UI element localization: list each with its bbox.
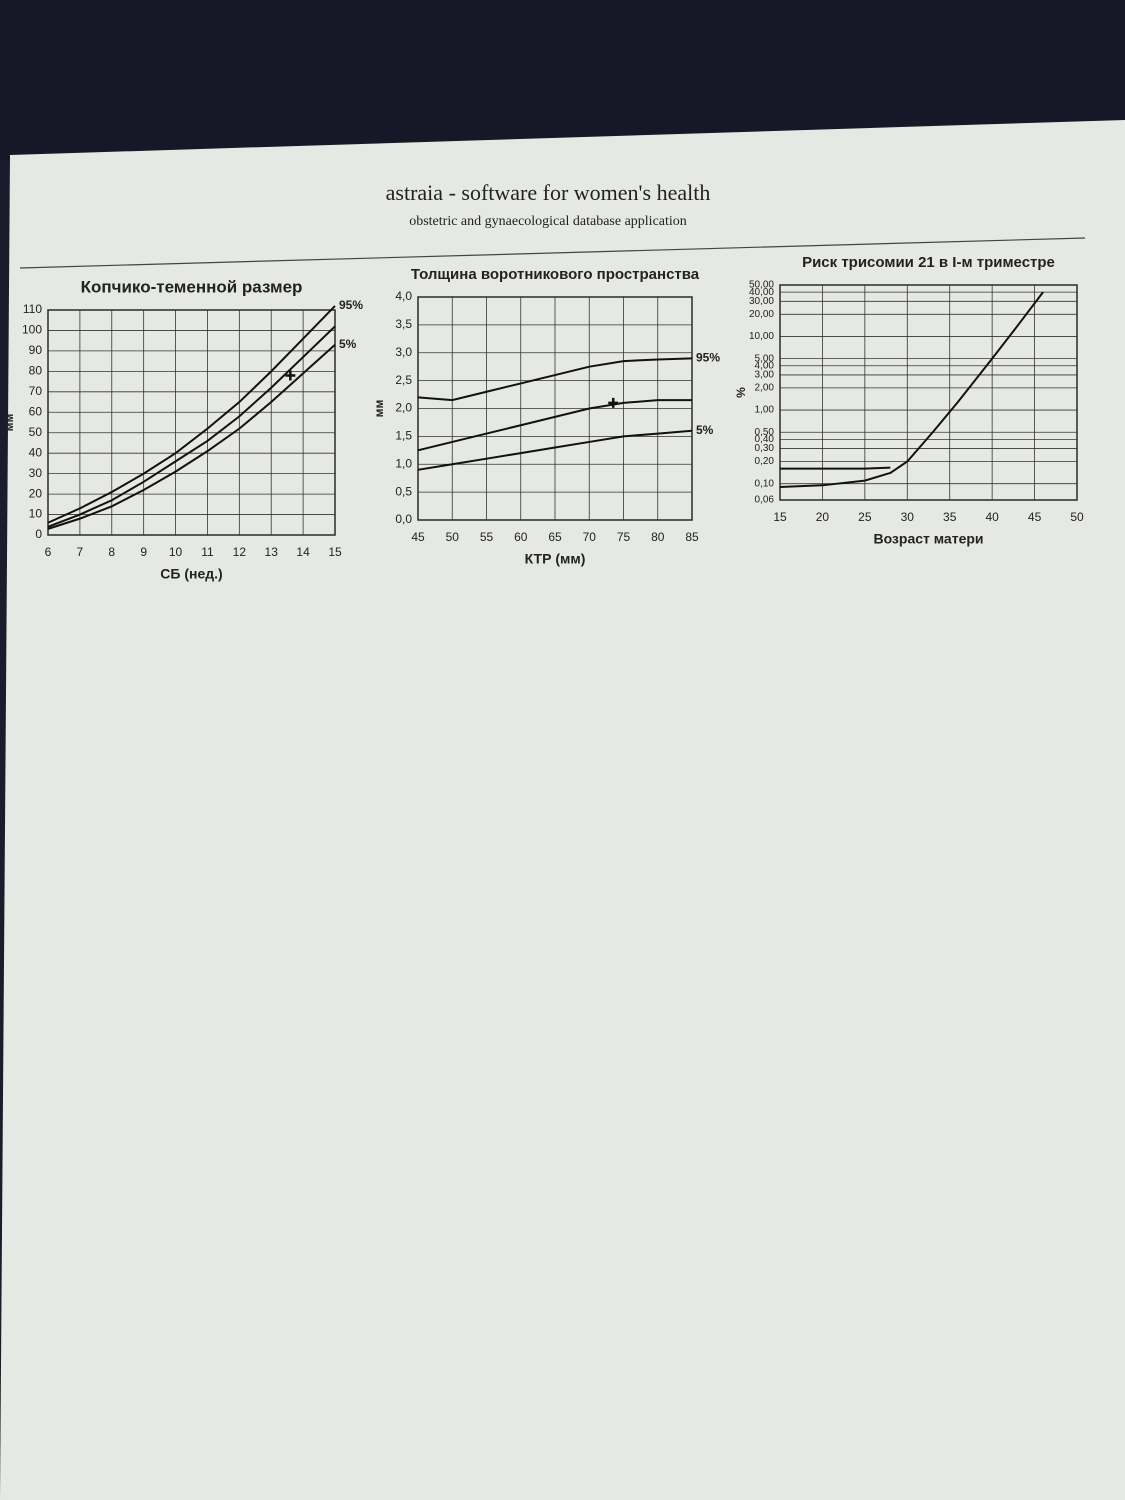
- y-tick-label: 50,00: [749, 280, 774, 291]
- x-tick-label: 15: [328, 545, 342, 559]
- x-tick-label: 12: [233, 545, 247, 559]
- y-tick-label: 30: [29, 466, 43, 480]
- series-line: [417, 357, 693, 402]
- chart-title: Риск трисомии 21 в I-м триместре: [802, 254, 1055, 271]
- y-tick-label: 40: [29, 445, 43, 459]
- y-tick-label: 0,40: [755, 434, 775, 445]
- x-tick-label: 40: [985, 510, 999, 524]
- y-tick-label: 5,00: [755, 353, 775, 364]
- x-tick-label: 8: [108, 545, 115, 559]
- y-tick-label: 2,5: [395, 373, 412, 387]
- series-label: 5%: [339, 337, 357, 351]
- y-tick-label: 1,00: [755, 405, 775, 416]
- chart-title: Толщина воротникового пространства: [411, 266, 700, 283]
- x-tick-label: 55: [480, 530, 494, 544]
- y-tick-label: 20,00: [749, 309, 774, 320]
- series-label: 5%: [696, 423, 714, 437]
- y-tick-label: 40,00: [749, 287, 774, 298]
- y-tick-label: 70: [29, 384, 43, 398]
- y-tick-label: 2,0: [395, 401, 412, 415]
- x-tick-label: 70: [583, 530, 597, 544]
- x-tick-label: 75: [617, 530, 631, 544]
- y-tick-label: 100: [22, 323, 42, 337]
- x-tick-label: 45: [411, 530, 425, 544]
- y-tick-label: 20: [29, 486, 43, 500]
- x-tick-label: 35: [943, 510, 957, 524]
- measurement-marker: [608, 397, 619, 408]
- x-tick-label: 25: [858, 510, 872, 524]
- paper: [0, 120, 1125, 1500]
- series-line: [417, 399, 692, 452]
- y-tick-label: 80: [29, 364, 43, 378]
- x-tick-label: 50: [1070, 510, 1084, 524]
- y-tick-label: 3,0: [395, 345, 412, 359]
- y-tick-label: 1,0: [395, 456, 412, 470]
- y-tick-label: 10,00: [749, 331, 774, 342]
- y-tick-label: 10: [29, 507, 43, 521]
- y-tick-label: 0,5: [395, 484, 412, 498]
- y-tick-label: 0,0: [395, 512, 412, 526]
- x-tick-label: 15: [773, 510, 787, 524]
- y-tick-label: 0,30: [755, 443, 775, 454]
- series-line: [47, 305, 336, 524]
- x-tick-label: 14: [296, 545, 310, 559]
- header-rule: [19, 237, 1086, 269]
- y-tick-label: 0,06: [755, 495, 775, 506]
- x-tick-label: 50: [446, 530, 460, 544]
- x-tick-label: 6: [45, 545, 52, 559]
- x-axis-title: КТР (мм): [525, 551, 586, 567]
- x-tick-label: 80: [651, 530, 665, 544]
- x-tick-label: 9: [140, 545, 147, 559]
- x-tick-label: 11: [201, 545, 214, 559]
- y-axis-title: %: [734, 387, 748, 398]
- chart-title: Копчико-теменной размер: [81, 277, 303, 296]
- y-tick-label: 0: [35, 527, 42, 541]
- series-line: [47, 325, 336, 528]
- y-tick-label: 3,5: [395, 317, 412, 331]
- y-tick-label: 0,10: [755, 478, 775, 489]
- x-axis-title: Возраст матери: [873, 531, 983, 547]
- x-axis-title: СБ (нед.): [160, 566, 222, 582]
- header-title: astraia - software for women's health: [386, 180, 711, 205]
- y-tick-label: 30,00: [749, 296, 774, 307]
- y-tick-label: 2,00: [755, 383, 775, 394]
- x-tick-label: 10: [169, 545, 183, 559]
- series-label: 95%: [696, 350, 720, 364]
- x-tick-label: 30: [901, 510, 915, 524]
- y-tick-label: 4,0: [395, 289, 412, 303]
- y-axis-title: мм: [372, 400, 386, 418]
- y-tick-label: 50: [29, 425, 43, 439]
- x-tick-label: 13: [265, 545, 279, 559]
- y-tick-label: 1,5: [395, 429, 412, 443]
- series-line: [417, 429, 693, 471]
- y-tick-label: 60: [29, 404, 43, 418]
- series-line: [780, 466, 891, 470]
- series-line: [47, 344, 336, 530]
- x-tick-label: 7: [77, 545, 84, 559]
- y-tick-label: 110: [23, 302, 42, 316]
- x-tick-label: 45: [1028, 510, 1042, 524]
- x-tick-label: 65: [548, 530, 562, 544]
- series-line: [779, 291, 1044, 489]
- x-tick-label: 85: [685, 530, 699, 544]
- y-tick-label: 3,00: [755, 370, 775, 381]
- series-label: 95%: [339, 298, 363, 312]
- y-tick-label: 90: [29, 343, 43, 357]
- x-tick-label: 60: [514, 530, 528, 544]
- y-axis-title: мм: [2, 414, 16, 432]
- y-tick-label: 4,00: [755, 360, 775, 371]
- header-subtitle: obstetric and gynaecological database ap…: [409, 214, 687, 229]
- x-tick-label: 20: [816, 510, 830, 524]
- y-tick-label: 0,50: [755, 427, 775, 438]
- y-tick-label: 0,20: [755, 456, 775, 467]
- measurement-marker: [285, 370, 296, 381]
